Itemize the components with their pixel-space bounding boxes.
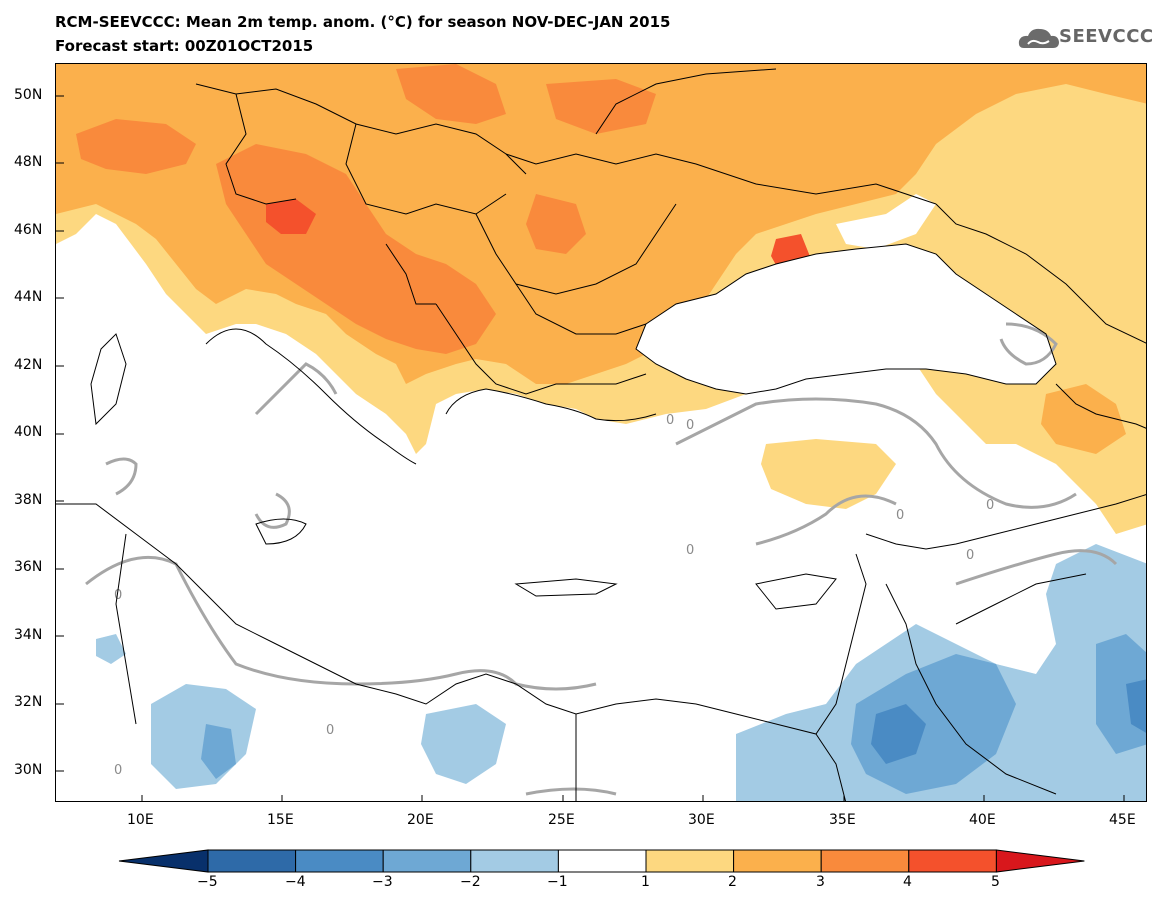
lat-label-48n: 48N (14, 154, 43, 170)
chart-title: RCM-SEEVCCC: Mean 2m temp. anom. (°C) fo… (55, 13, 671, 31)
colorbar-segment (382, 849, 472, 873)
anomaly-region-3-4-poland (396, 64, 506, 124)
lat-label-38n: 38N (14, 492, 43, 508)
colorbar-label: 3 (816, 874, 825, 890)
svg-text:0: 0 (666, 413, 674, 428)
lat-label-36n: 36N (14, 559, 43, 575)
svg-text:0: 0 (986, 498, 994, 513)
lat-label-34n: 34N (14, 627, 43, 643)
svg-text:0: 0 (686, 418, 694, 433)
colorbar-label: 2 (728, 874, 737, 890)
svg-text:0: 0 (114, 588, 122, 603)
lat-label-44n: 44N (14, 289, 43, 305)
lon-label-20e: 20E (407, 812, 434, 828)
colorbar-segment (207, 849, 297, 873)
lat-label-50n: 50N (14, 87, 43, 103)
svg-text:0: 0 (114, 763, 122, 778)
anomaly-region-3-4-north (76, 119, 196, 174)
anomaly-region-3-4-balkans (216, 144, 496, 354)
svg-text:0: 0 (686, 543, 694, 558)
anomaly-region-neg3-neg4-arabia (871, 704, 926, 764)
forecast-start-label: Forecast start: 00Z01OCT2015 (55, 37, 314, 55)
colorbar-segment (908, 849, 997, 873)
colorbar (118, 849, 1085, 873)
frame-ticks (56, 95, 1125, 801)
lat-label-30n: 30N (14, 762, 43, 778)
anomaly-region-4-5-alps (266, 199, 316, 234)
colorbar-segment (295, 849, 384, 873)
lon-label-45e: 45E (1109, 812, 1136, 828)
colorbar-segment (733, 849, 822, 873)
map-area: 0 0 0 0 0 0 0 0 0 (55, 63, 1147, 802)
lat-label-32n: 32N (14, 694, 43, 710)
colorbar-label: −3 (372, 874, 393, 890)
colorbar-segment (470, 849, 559, 873)
anomaly-region-neg1-neg2-egypt (421, 704, 506, 784)
country-borders (115, 68, 1146, 801)
azov-sea (836, 194, 936, 249)
colorbar-segment (995, 849, 1085, 873)
anomaly-region-neg2-neg3-libya (201, 724, 236, 779)
colorbar-label: 4 (903, 874, 912, 890)
coastlines (56, 243, 1057, 735)
lat-label-40n: 40N (14, 424, 43, 440)
colorbar-label: −5 (197, 874, 218, 890)
svg-text:0: 0 (896, 508, 904, 523)
anomaly-region-turkey-center (761, 439, 896, 509)
lat-label-46n: 46N (14, 222, 43, 238)
colorbar-segment (118, 849, 209, 873)
colorbar-label: 5 (991, 874, 1000, 890)
anomaly-region-neg1-neg2-africa (96, 634, 126, 664)
colorbar-segment (557, 849, 647, 873)
mediterranean-sea (56, 324, 866, 734)
logo-text: SEEVCCC (1059, 26, 1154, 47)
anomaly-region-3-4-ukraine (546, 79, 656, 134)
lon-label-25e: 25E (548, 812, 575, 828)
lon-label-35e: 35E (829, 812, 856, 828)
temperature-anomaly-map: 0 0 0 0 0 0 0 0 0 (56, 64, 1146, 801)
lon-label-15e: 15E (267, 812, 294, 828)
contour-labels: 0 0 0 0 0 0 0 0 0 (114, 413, 994, 778)
colorbar-segment (820, 849, 910, 873)
anomaly-region-east-2-3 (1041, 384, 1126, 454)
colorbar-label: −1 (547, 874, 568, 890)
svg-text:0: 0 (966, 548, 974, 563)
lat-label-42n: 42N (14, 357, 43, 373)
lon-label-30e: 30E (688, 812, 715, 828)
anomaly-region-3-4-romania (526, 194, 586, 254)
colorbar-label: −4 (285, 874, 306, 890)
black-sea (636, 244, 1056, 394)
anomaly-region-neg3-neg4-iraq (1126, 679, 1146, 733)
colorbar-label: −2 (460, 874, 481, 890)
svg-text:0: 0 (326, 723, 334, 738)
cloud-logo-icon (1018, 28, 1059, 48)
colorbar-label: 1 (641, 874, 650, 890)
lon-label-10e: 10E (127, 812, 154, 828)
colorbar-segment (645, 849, 735, 873)
lon-label-40e: 40E (969, 812, 996, 828)
